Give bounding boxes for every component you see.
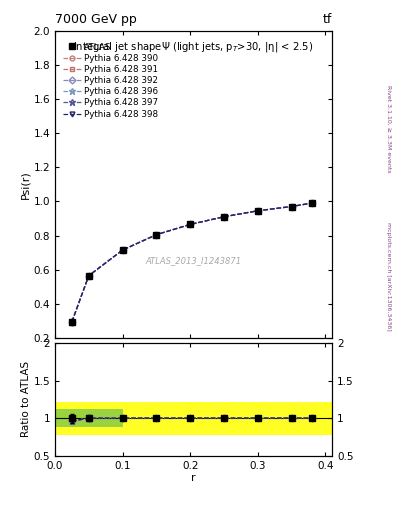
Y-axis label: Psi(r): Psi(r) <box>21 170 31 199</box>
Text: 7000 GeV pp: 7000 GeV pp <box>55 13 137 26</box>
Text: tf: tf <box>323 13 332 26</box>
Text: Rivet 3.1.10, ≥ 3.3M events: Rivet 3.1.10, ≥ 3.3M events <box>386 85 391 173</box>
X-axis label: r: r <box>191 473 196 483</box>
Text: ATLAS_2013_I1243871: ATLAS_2013_I1243871 <box>145 257 242 266</box>
Bar <box>55 409 123 427</box>
Legend: ATLAS, Pythia 6.428 390, Pythia 6.428 391, Pythia 6.428 392, Pythia 6.428 396, P: ATLAS, Pythia 6.428 390, Pythia 6.428 39… <box>61 40 161 121</box>
Text: Integral jet shapeΨ (light jets, p$_T$>30, |η| < 2.5): Integral jet shapeΨ (light jets, p$_T$>3… <box>73 40 314 54</box>
Text: mcplots.cern.ch [arXiv:1306.3436]: mcplots.cern.ch [arXiv:1306.3436] <box>386 222 391 331</box>
Bar <box>55 401 332 435</box>
Y-axis label: Ratio to ATLAS: Ratio to ATLAS <box>21 361 31 437</box>
